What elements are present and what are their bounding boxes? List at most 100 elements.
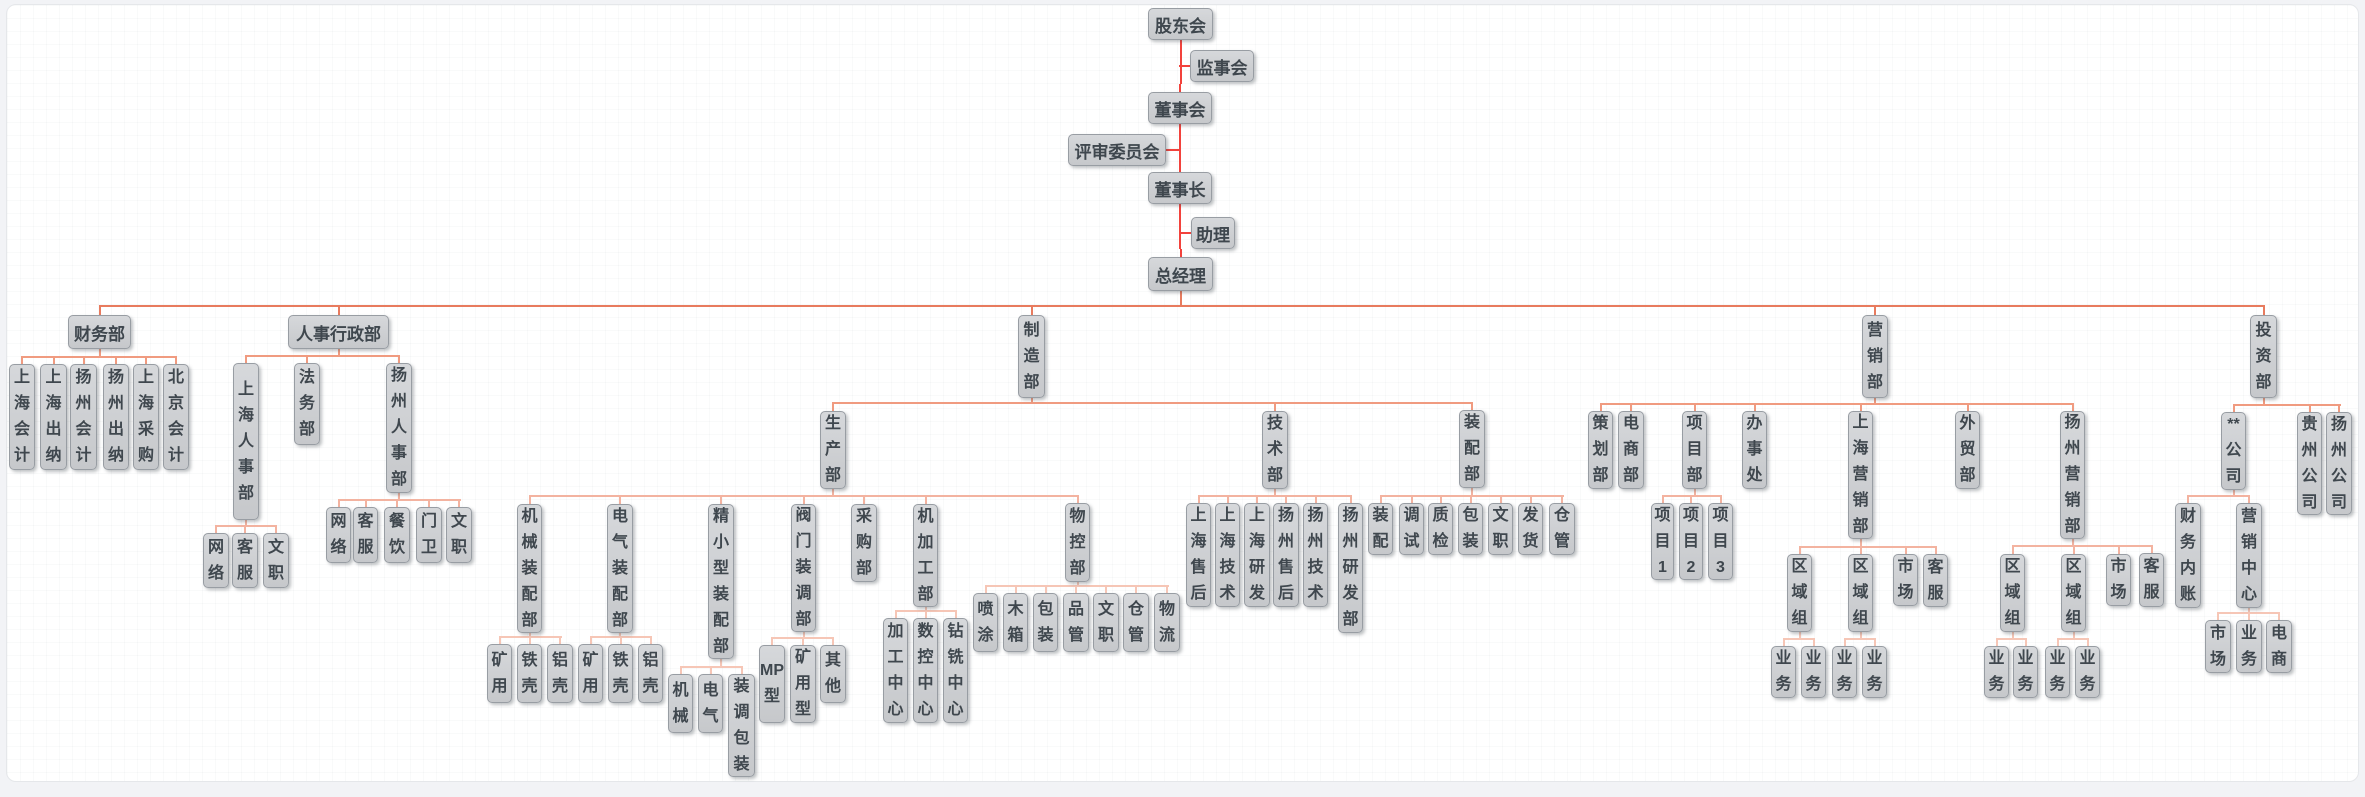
- org-node-mkt-yz[interactable]: 扬州营销部: [2060, 411, 2085, 539]
- org-node-elec-assembly[interactable]: 电气装配部: [607, 504, 633, 633]
- org-node-small-assembly[interactable]: 精小型装配部: [708, 504, 734, 659]
- org-node-finance[interactable]: 财务部: [68, 315, 131, 349]
- org-node-tech-yz-after[interactable]: 扬州售后: [1273, 503, 1299, 607]
- org-node-hr-yz-clerk[interactable]: 文职: [446, 507, 472, 563]
- org-node-hr-yz-guard[interactable]: 门卫: [416, 507, 442, 563]
- org-node-yz-r1-biz-2[interactable]: 业务: [2013, 646, 2038, 698]
- org-node-review-committee[interactable]: 评审委员会: [1068, 134, 1166, 166]
- org-node-marketing[interactable]: 营销部: [1862, 315, 1888, 398]
- org-node-proj-1[interactable]: 项目1: [1651, 503, 1674, 580]
- org-node-yz-company[interactable]: 扬州公司: [2326, 412, 2352, 515]
- org-node-small-elec[interactable]: 电气: [698, 674, 723, 733]
- org-node-hr-yz-network[interactable]: 网络: [326, 507, 351, 563]
- org-node-hr-yz-service[interactable]: 客服: [353, 507, 378, 563]
- org-node-mech-assembly[interactable]: 机械装配部: [517, 504, 542, 633]
- org-node-cnc-center[interactable]: 数控中心: [913, 618, 938, 723]
- org-node-sh-region-1[interactable]: 区域组: [1787, 554, 1812, 632]
- org-node-star-market[interactable]: 市场: [2205, 620, 2231, 673]
- org-node-assy-clerk[interactable]: 文职: [1488, 503, 1513, 555]
- org-node-star-marketing[interactable]: 营销中心: [2236, 503, 2262, 608]
- org-node-machining[interactable]: 机加工部: [913, 504, 938, 607]
- org-node-sh-service[interactable]: 客服: [1923, 554, 1948, 607]
- org-node-small-mech[interactable]: 机械: [668, 674, 693, 733]
- org-node-elec-mining[interactable]: 矿用: [578, 644, 603, 703]
- org-node-tech-sh-tech[interactable]: 上海技术: [1215, 503, 1240, 607]
- org-node-sh-r2-biz-2[interactable]: 业务: [1862, 646, 1887, 698]
- org-node-assy-qc[interactable]: 质检: [1428, 503, 1453, 555]
- org-node-tech-sh-after[interactable]: 上海售后: [1186, 503, 1211, 607]
- org-node-hr-legal[interactable]: 法务部: [294, 363, 320, 445]
- org-node-proj-3[interactable]: 项目3: [1708, 503, 1733, 580]
- org-node-yz-region-1[interactable]: 区域组: [2000, 554, 2025, 632]
- org-node-hr-sh-network[interactable]: 网络: [203, 533, 229, 588]
- org-node-hr-yz-canteen[interactable]: 餐饮: [384, 507, 410, 563]
- org-node-mkt-sh[interactable]: 上海营销部: [1848, 411, 1873, 539]
- org-node-mc-pack[interactable]: 包装: [1033, 593, 1058, 652]
- org-node-star-company[interactable]: **公司: [2221, 412, 2246, 490]
- org-node-assy-debug[interactable]: 调试: [1399, 503, 1424, 555]
- org-node-small-pack[interactable]: 装调包装: [728, 674, 755, 777]
- org-node-tech-sh-rd[interactable]: 上海研发: [1244, 503, 1270, 607]
- org-node-material-control[interactable]: 物控部: [1065, 503, 1090, 582]
- org-node-assy-fit[interactable]: 装配: [1368, 503, 1393, 555]
- org-node-shareholders[interactable]: 股东会: [1148, 8, 1213, 40]
- org-node-hr-admin[interactable]: 人事行政部: [288, 315, 389, 349]
- org-node-fin-sh-acct[interactable]: 上海会计: [9, 364, 35, 470]
- org-node-mc-woodbox[interactable]: 木箱: [1003, 593, 1028, 652]
- org-node-drill-center[interactable]: 钻铣中心: [943, 618, 968, 723]
- org-node-yz-r2-biz-1[interactable]: 业务: [2045, 646, 2070, 698]
- org-node-mech-mining[interactable]: 矿用: [487, 644, 512, 703]
- org-node-hr-sh-service[interactable]: 客服: [232, 533, 258, 588]
- org-node-yz-r2-biz-2[interactable]: 业务: [2075, 646, 2100, 698]
- org-node-mech-alu[interactable]: 铝壳: [547, 644, 573, 703]
- org-node-technology[interactable]: 技术部: [1262, 411, 1288, 489]
- org-node-mech-iron[interactable]: 铁壳: [517, 644, 542, 703]
- org-node-sh-r2-biz-1[interactable]: 业务: [1832, 646, 1857, 698]
- org-node-hr-sh[interactable]: 上海人事部: [233, 363, 259, 520]
- org-node-foreign-trade[interactable]: 外贸部: [1955, 411, 1980, 489]
- org-node-mach-center[interactable]: 加工中心: [883, 618, 908, 723]
- org-node-proj-2[interactable]: 项目2: [1679, 503, 1703, 580]
- org-node-yz-market[interactable]: 市场: [2106, 554, 2131, 606]
- org-node-mc-quality[interactable]: 品管: [1063, 593, 1089, 652]
- org-node-mc-clerk[interactable]: 文职: [1093, 593, 1119, 652]
- org-node-star-biz[interactable]: 业务: [2236, 620, 2262, 673]
- org-node-hr-yz[interactable]: 扬州人事部: [386, 363, 412, 493]
- org-node-star-finance[interactable]: 财务内账: [2175, 503, 2201, 608]
- org-node-gm[interactable]: 总经理: [1148, 257, 1213, 291]
- org-node-yz-region-2[interactable]: 区域组: [2061, 554, 2086, 632]
- org-node-mc-spray[interactable]: 喷涂: [973, 593, 998, 652]
- org-node-hr-sh-clerk[interactable]: 文职: [263, 533, 289, 588]
- org-node-elec-alu[interactable]: 铝壳: [638, 644, 663, 703]
- org-node-ecommerce[interactable]: 电商部: [1618, 411, 1644, 489]
- org-node-fin-bj-acct[interactable]: 北京会计: [163, 364, 189, 470]
- org-node-sh-r1-biz-1[interactable]: 业务: [1771, 646, 1796, 698]
- org-node-board[interactable]: 董事会: [1148, 92, 1212, 124]
- org-node-planning[interactable]: 策划部: [1588, 411, 1613, 489]
- org-node-mc-logistics[interactable]: 物流: [1154, 593, 1180, 652]
- org-node-mc-warehouse[interactable]: 仓管: [1123, 593, 1149, 652]
- org-node-valve-mp[interactable]: MP型: [759, 645, 785, 723]
- org-node-valve-assembly[interactable]: 阀门装调部: [791, 504, 816, 632]
- org-node-sh-region-2[interactable]: 区域组: [1848, 554, 1873, 632]
- org-node-assy-pack[interactable]: 包装: [1458, 503, 1483, 555]
- org-node-purchasing[interactable]: 采购部: [851, 504, 877, 582]
- org-node-tech-yz-rd[interactable]: 扬州研发部: [1338, 503, 1363, 633]
- org-node-assy-ship[interactable]: 发货: [1518, 503, 1543, 555]
- org-node-project[interactable]: 项目部: [1682, 411, 1707, 489]
- org-node-star-ecom[interactable]: 电商: [2266, 620, 2292, 673]
- org-node-yz-r1-biz-1[interactable]: 业务: [1984, 646, 2009, 698]
- org-node-tech-yz-tech[interactable]: 扬州技术: [1303, 503, 1328, 607]
- org-node-fin-yz-cashier[interactable]: 扬州出纳: [103, 364, 129, 470]
- org-node-valve-other[interactable]: 其他: [820, 645, 846, 703]
- org-node-production[interactable]: 生产部: [820, 411, 846, 489]
- org-node-chairman[interactable]: 董事长: [1148, 172, 1212, 204]
- org-node-gz-company[interactable]: 贵州公司: [2297, 412, 2322, 515]
- org-node-assistant[interactable]: 助理: [1191, 217, 1235, 249]
- org-node-fin-sh-cashier[interactable]: 上海出纳: [40, 364, 67, 470]
- org-node-supervisory[interactable]: 监事会: [1190, 50, 1254, 82]
- org-node-elec-iron[interactable]: 铁壳: [608, 644, 633, 703]
- org-node-investment[interactable]: 投资部: [2250, 315, 2277, 398]
- org-node-assy-warehouse[interactable]: 仓管: [1549, 503, 1575, 555]
- org-node-sh-market[interactable]: 市场: [1893, 554, 1918, 606]
